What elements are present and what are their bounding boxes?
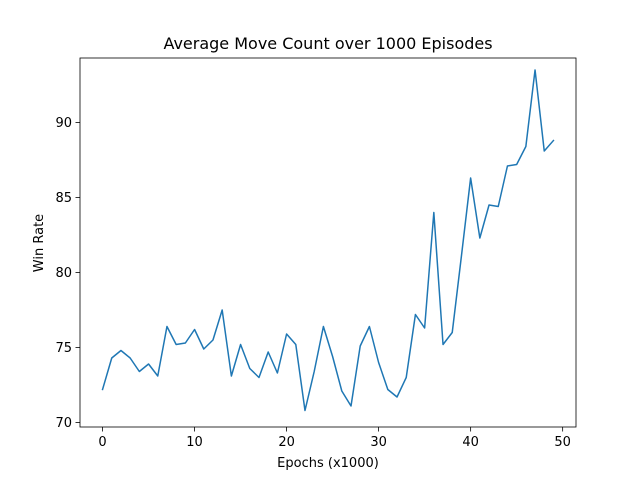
x-tick-label: 50 (554, 435, 571, 450)
x-tick-label: 30 (370, 435, 387, 450)
x-tick-label: 0 (98, 435, 106, 450)
x-tick-label: 40 (462, 435, 479, 450)
y-tick-label: 85 (55, 191, 72, 206)
y-axis-label: Win Rate (32, 214, 47, 272)
x-tick-label: 10 (186, 435, 203, 450)
y-tick-label: 70 (55, 416, 72, 431)
axes-frame (79, 57, 577, 428)
x-tick-label: 20 (278, 435, 295, 450)
data-series-line (101, 69, 555, 412)
plot-area: 0 10 20 30 40 50 70 75 80 85 90 (55, 57, 577, 450)
y-tick-label: 75 (55, 341, 72, 356)
chart-title: Average Move Count over 1000 Episodes (163, 34, 492, 53)
y-tick-label: 80 (55, 266, 72, 281)
x-axis-label: Epochs (x1000) (277, 456, 379, 471)
y-tick-label: 90 (55, 116, 72, 131)
